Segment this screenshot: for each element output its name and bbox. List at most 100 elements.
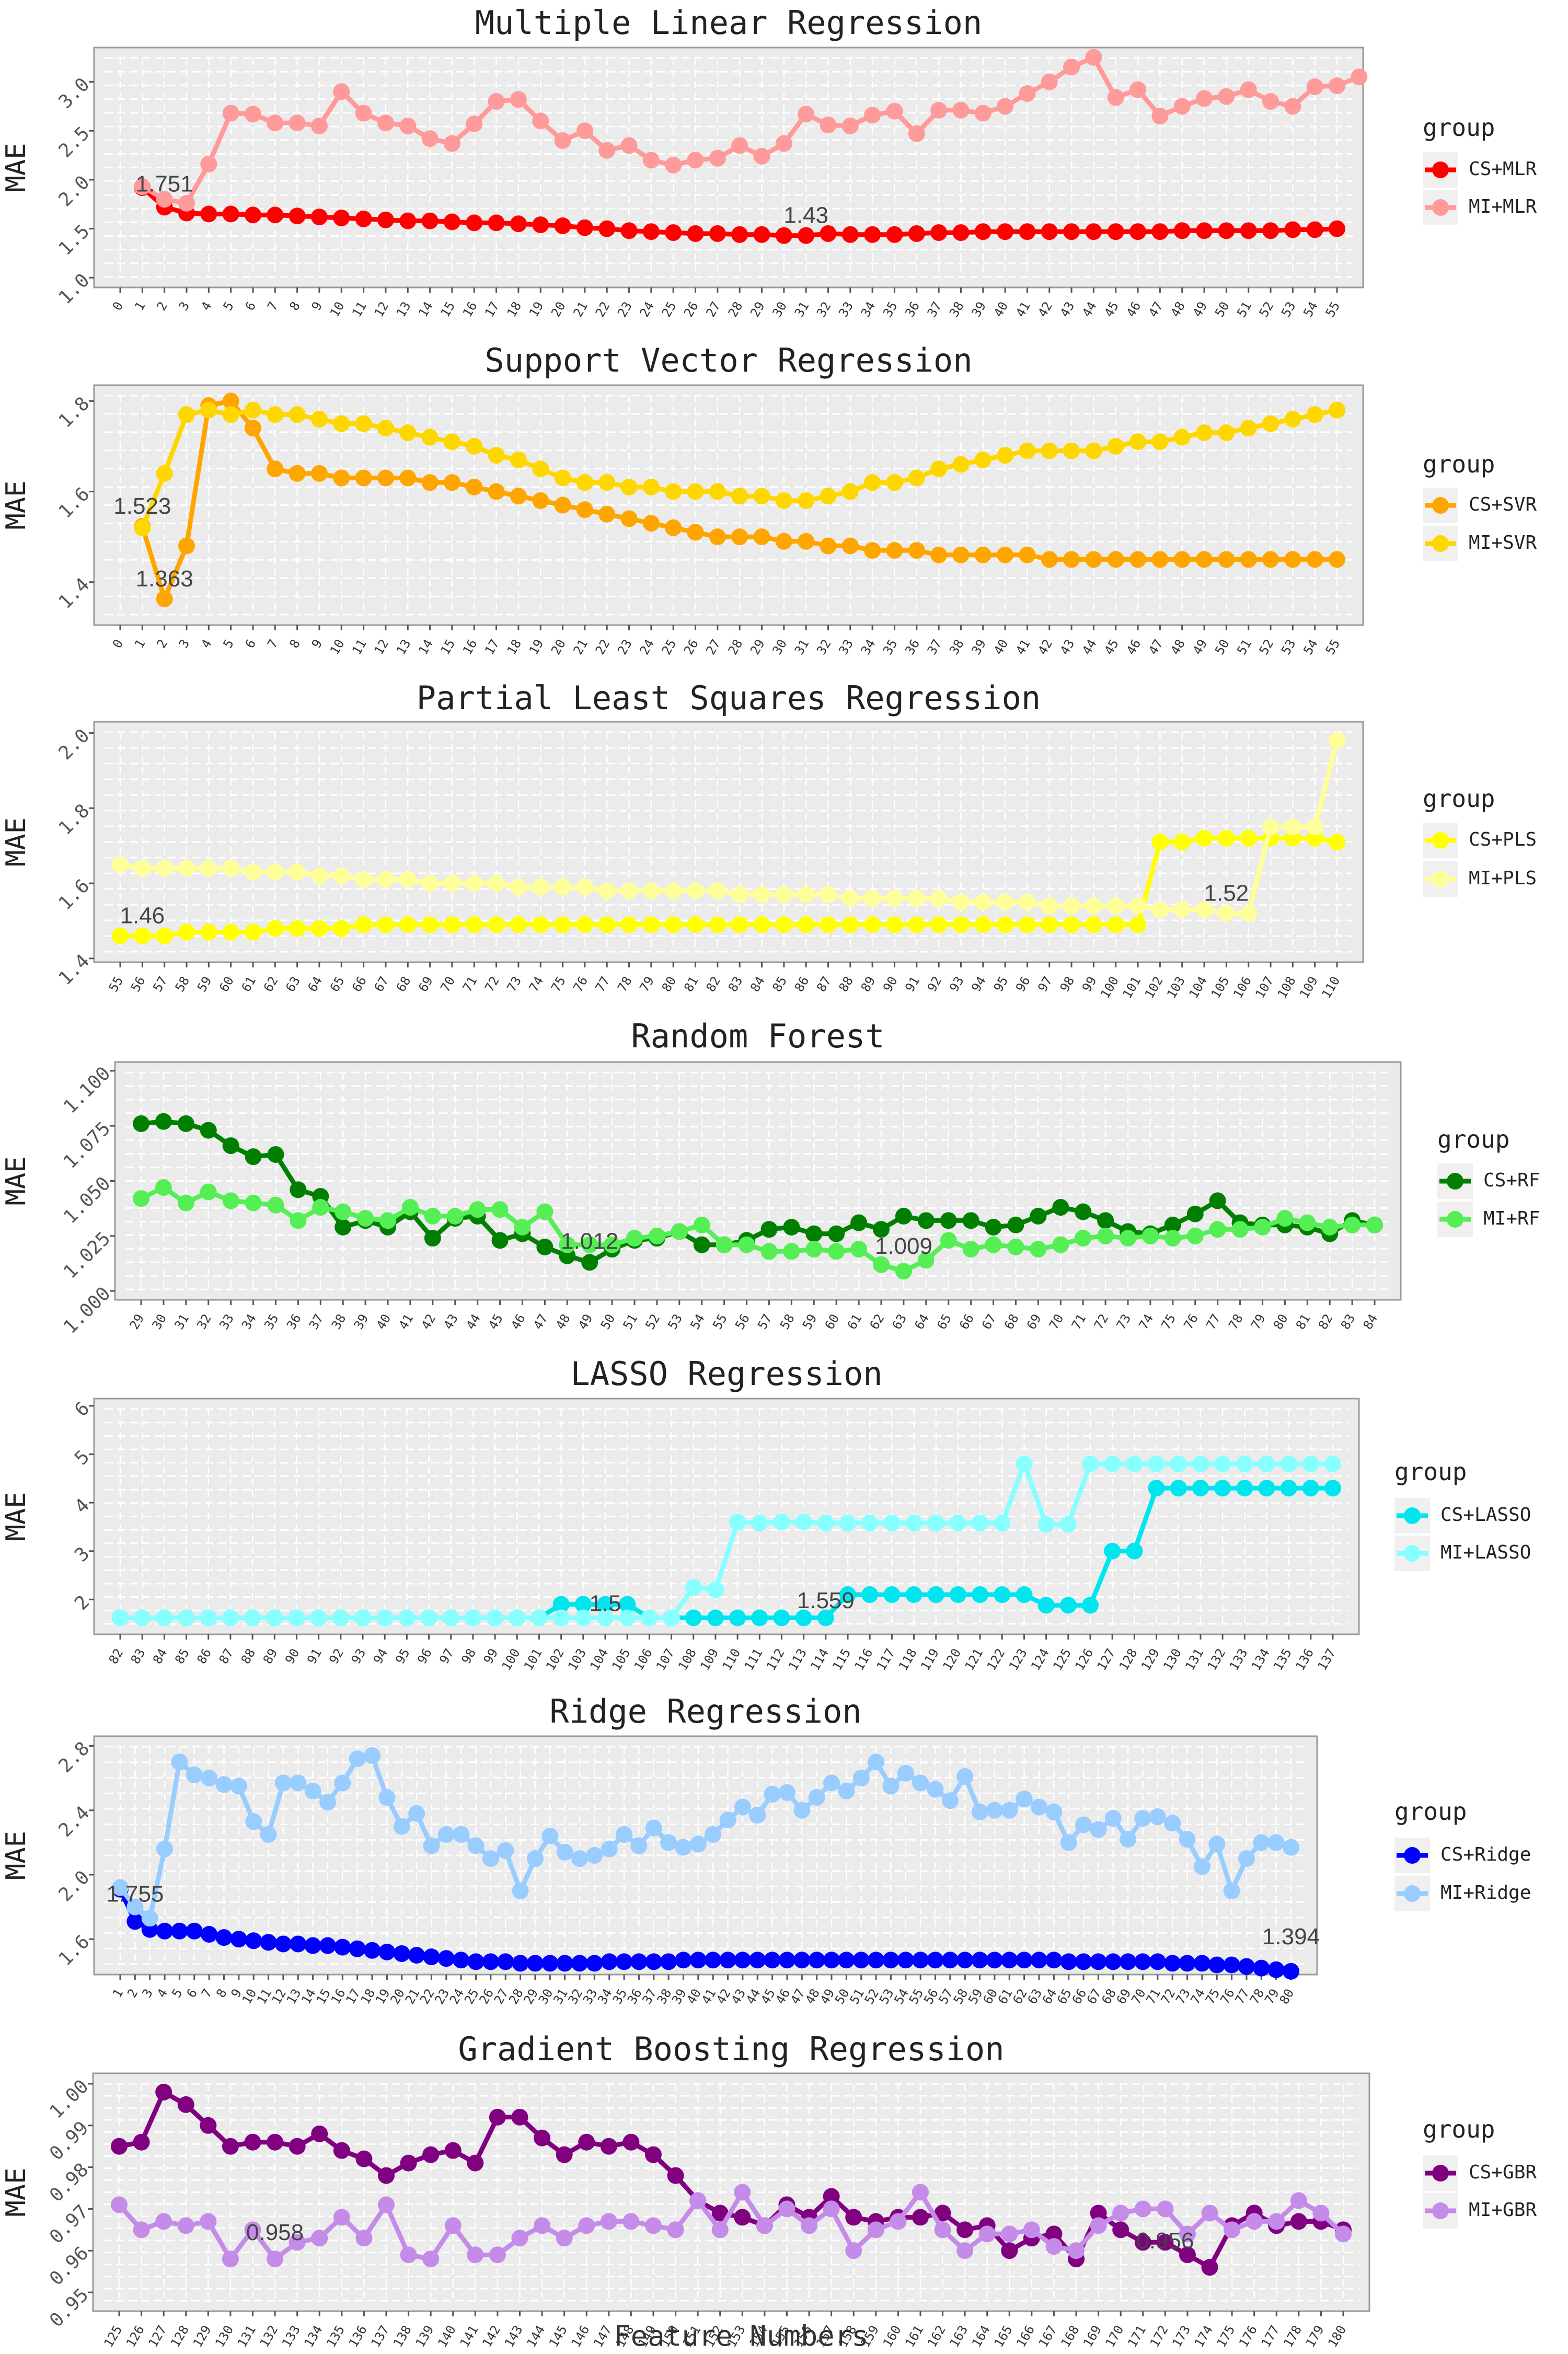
data-point [186,1922,203,1940]
data-point [1231,1221,1249,1238]
series-mi-mlr [134,49,1368,212]
data-point [1173,551,1191,568]
y-axis-label: MAE [1,1831,32,1880]
data-point [1063,916,1080,933]
data-point [940,1232,957,1249]
data-point [749,1806,766,1824]
data-point [1214,1480,1231,1497]
series-cs-mlr [134,179,1345,244]
data-point [333,867,350,884]
data-point [817,1515,834,1532]
data-point [598,882,616,899]
data-point [1236,1480,1253,1497]
data-point [1129,897,1147,915]
data-point [1306,551,1323,568]
data-point [952,916,970,933]
data-point [1151,223,1169,240]
data-point [908,125,925,142]
data-point [556,2146,573,2163]
data-point [620,222,638,239]
data-point [357,1210,374,1227]
data-point [267,920,284,937]
data-point [709,916,726,933]
data-point [1107,916,1124,933]
data-point [244,401,261,419]
data-point [823,1774,840,1792]
data-point [274,1774,292,1792]
data-point [1335,2225,1352,2243]
data-point [421,212,439,229]
data-point [839,1586,856,1603]
data-point [689,1952,707,1969]
data-label: 1.52 [1204,881,1249,906]
data-point [820,886,837,903]
x-axis-label: Feature Numbers [614,2320,869,2352]
data-point [310,410,328,428]
data-point [1001,1802,1018,1819]
data-point [719,1952,736,1969]
data-point [930,546,948,563]
data-point [753,886,770,903]
legend-key-marker [1404,1507,1421,1524]
data-point [333,469,350,487]
data-point [576,879,593,896]
data-point [1019,546,1036,563]
legend-key-marker [1432,832,1449,849]
data-point [1063,223,1080,240]
chart-panel-1: Multiple Linear Regression1.01.52.02.53.… [1,4,1537,320]
data-point [574,1609,592,1626]
data-label: 1.559 [797,1588,855,1613]
data-point [1306,406,1323,423]
legend-title: group [1394,1797,1467,1826]
data-point [620,916,638,933]
data-point [828,1243,845,1260]
data-point [667,2167,684,2184]
data-point [377,114,394,132]
data-point [466,875,483,892]
data-point [823,2188,840,2205]
data-point [1075,1203,1092,1220]
data-point [1001,2242,1018,2259]
data-point [443,433,460,451]
data-point [267,406,284,423]
data-point [497,1842,514,1859]
data-point [559,1236,576,1253]
data-point [956,1952,974,1969]
data-point [1075,1953,1092,1970]
data-point [644,2146,662,2163]
data-point [556,1955,573,1972]
data-point [200,205,217,223]
data-point [838,1782,855,1799]
data-point [178,1609,195,1626]
data-point [600,2213,617,2230]
data-point [424,1207,441,1225]
data-point [1238,1850,1255,1867]
data-point [626,1230,643,1247]
data-point [1126,1542,1143,1560]
data-point [601,1840,618,1857]
series-mi-rf [133,1179,1383,1280]
data-point [377,2196,395,2213]
data-point [586,1847,603,1864]
data-point [421,474,439,491]
data-point [882,1778,900,1795]
data-point [1283,1963,1299,1980]
data-point [408,1947,425,1964]
data-point [245,1148,262,1166]
data-point [1290,2213,1307,2230]
data-label: 1.751 [136,171,193,197]
data-point [1284,98,1301,115]
data-point [1045,1803,1063,1820]
legend: group CS+GBR MI+GBR [1423,2115,1537,2229]
data-point [399,212,417,229]
data-point [852,1770,870,1787]
data-point [355,469,372,487]
data-point [1164,1815,1181,1832]
data-point [665,483,682,500]
data-point [841,226,859,243]
legend: group CS+Ridge MI+Ridge [1394,1797,1531,1911]
data-point [861,1586,879,1603]
data-point [1041,551,1058,568]
data-point [908,542,925,559]
